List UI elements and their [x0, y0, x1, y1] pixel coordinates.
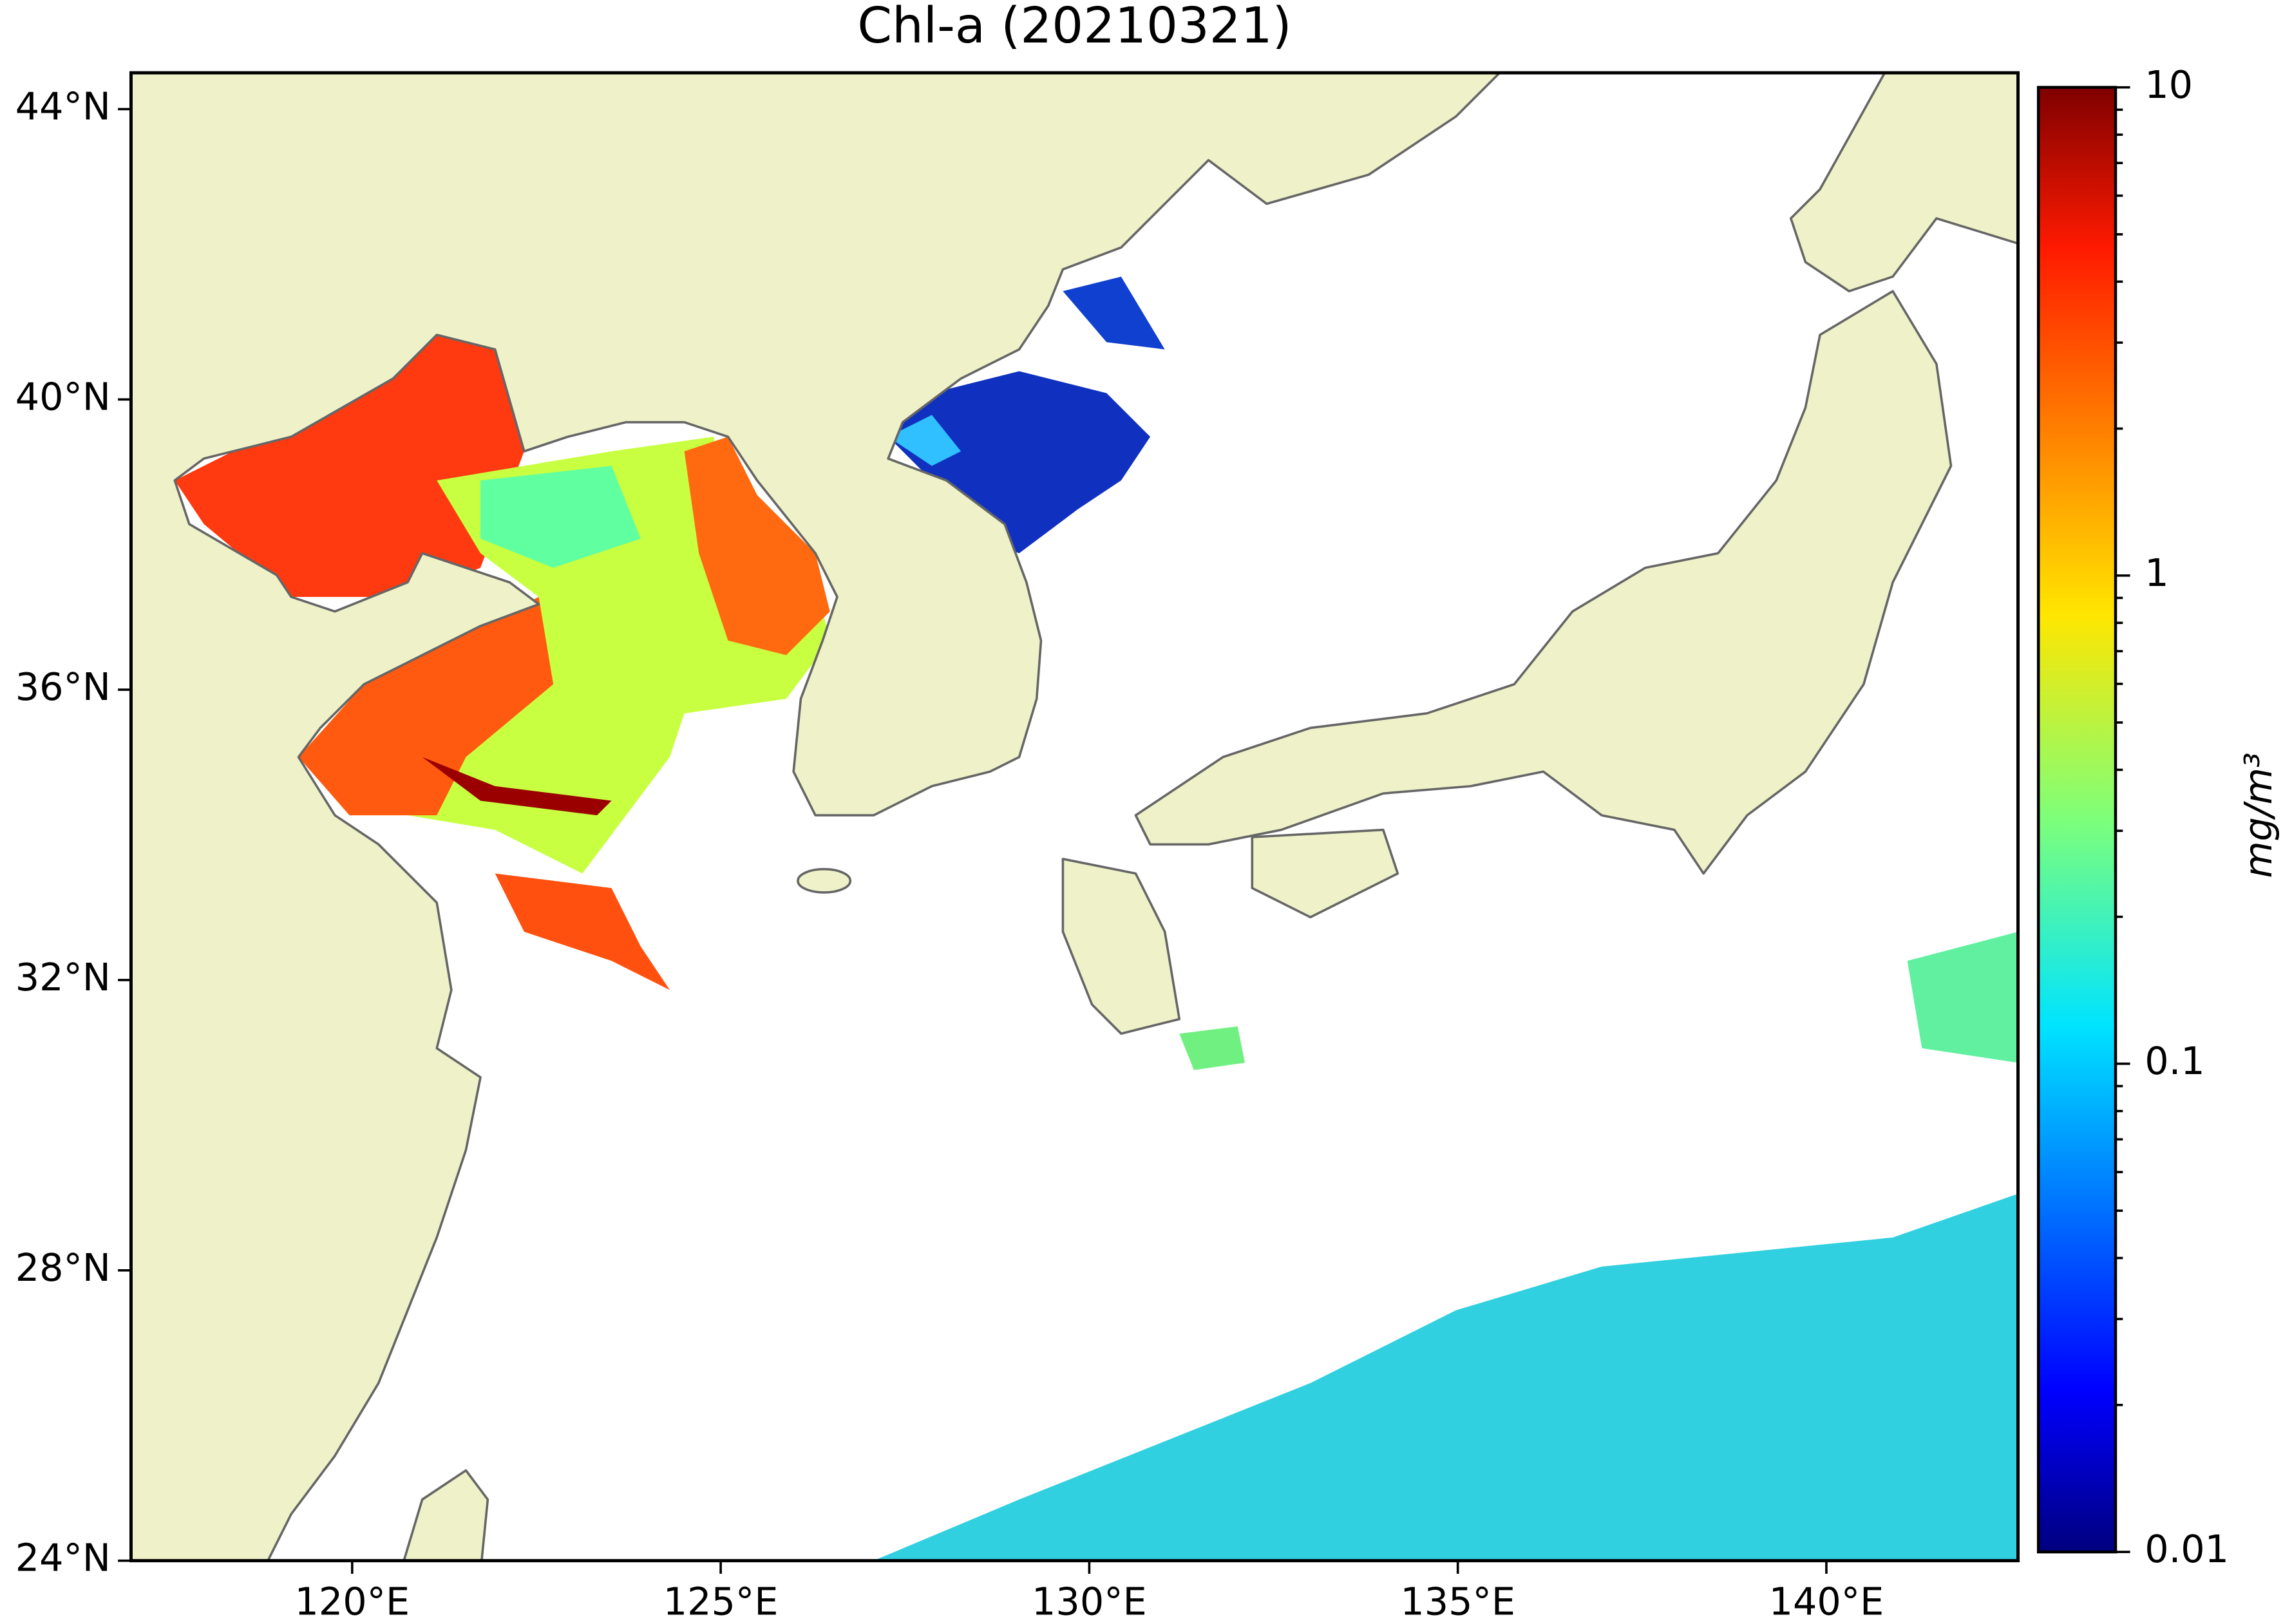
- x-tick-label: 135°E: [1400, 1580, 1515, 1624]
- chlorophyll-field: [175, 276, 2018, 1561]
- colorbar-tick-label: 0.1: [2145, 1039, 2204, 1083]
- x-tick-label: 130°E: [1032, 1580, 1147, 1624]
- y-tick-label: 40°N: [15, 374, 111, 419]
- land: [131, 73, 2018, 1561]
- x-tick-label: 140°E: [1769, 1580, 1884, 1624]
- colorbar-tick-label: 0.01: [2145, 1527, 2229, 1571]
- colorbar-label: mg/m³: [2236, 753, 2280, 878]
- map-area: [131, 73, 2018, 1561]
- map-frame: [129, 71, 2020, 1563]
- x-tick-label: 125°E: [663, 1580, 779, 1624]
- colorbar-tick-label: 1: [2145, 551, 2168, 595]
- taiwan: [403, 1469, 489, 1561]
- y-tick-label: 36°N: [15, 665, 111, 709]
- mainland-asia: [131, 73, 1502, 1561]
- colorbar: [2036, 86, 2117, 1554]
- y-tick-label: 32°N: [15, 955, 111, 999]
- y-tick-label: 28°N: [15, 1245, 111, 1290]
- kyushu: [1061, 858, 1181, 1035]
- hokkaido: [1790, 73, 2018, 292]
- y-tick-label: 44°N: [15, 84, 111, 129]
- honshu: [1134, 290, 1953, 875]
- map-title: Chl-a (20210321): [857, 0, 1291, 55]
- colorbar-tick-label: 10: [2145, 62, 2193, 107]
- shikoku: [1251, 828, 1399, 919]
- y-tick-label: 24°N: [15, 1536, 111, 1580]
- jeju: [797, 867, 852, 894]
- x-tick-label: 120°E: [294, 1580, 410, 1624]
